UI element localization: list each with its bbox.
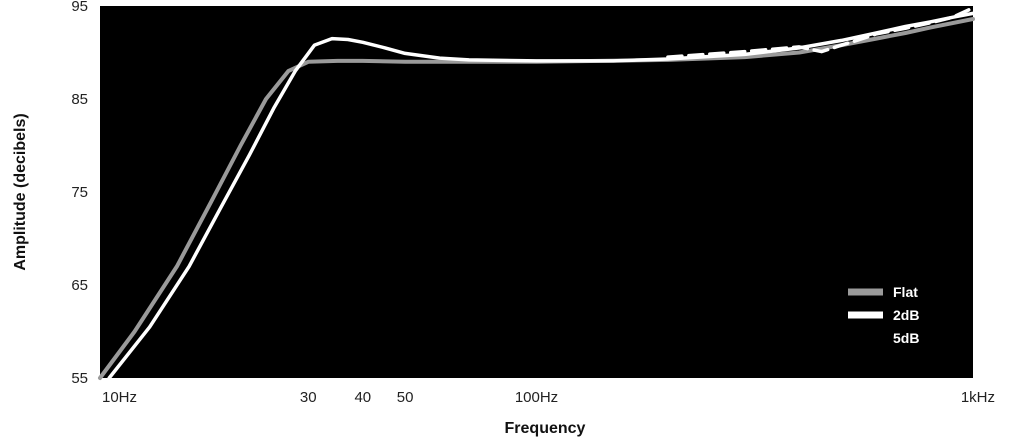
x-tick-label: 1kHz	[961, 389, 995, 406]
series-line-flat	[98, 17, 975, 380]
x-tick-label: 40	[354, 389, 371, 406]
y-tick-label: 95	[71, 0, 88, 15]
y-axis-title: Amplitude (decibels)	[12, 113, 29, 270]
series-layer	[98, 6, 975, 380]
x-tick-label: 10Hz	[102, 389, 137, 406]
y-tick-label: 55	[71, 370, 88, 387]
y-tick-label: 85	[71, 91, 88, 108]
x-tick-label: 100Hz	[515, 389, 558, 406]
legend-label-flat: Flat	[893, 284, 918, 300]
x-tick-label: 30	[300, 389, 317, 406]
x-tick-labels: 10Hz 30 40 50 100Hz 1kHz	[102, 389, 995, 406]
series-line-5db	[666, 6, 975, 59]
x-tick-label: 50	[397, 389, 414, 406]
series-line-2db	[107, 11, 975, 380]
plot-background	[100, 6, 973, 378]
y-tick-label: 75	[71, 184, 88, 201]
legend: Flat 2dB 5dB	[848, 284, 919, 346]
y-tick-labels: 55 65 75 85 95	[71, 0, 88, 387]
x-axis-title: Frequency	[505, 420, 586, 437]
y-tick-label: 65	[71, 277, 88, 294]
legend-label-5db: 5dB	[893, 330, 919, 346]
legend-label-2db: 2dB	[893, 307, 919, 323]
